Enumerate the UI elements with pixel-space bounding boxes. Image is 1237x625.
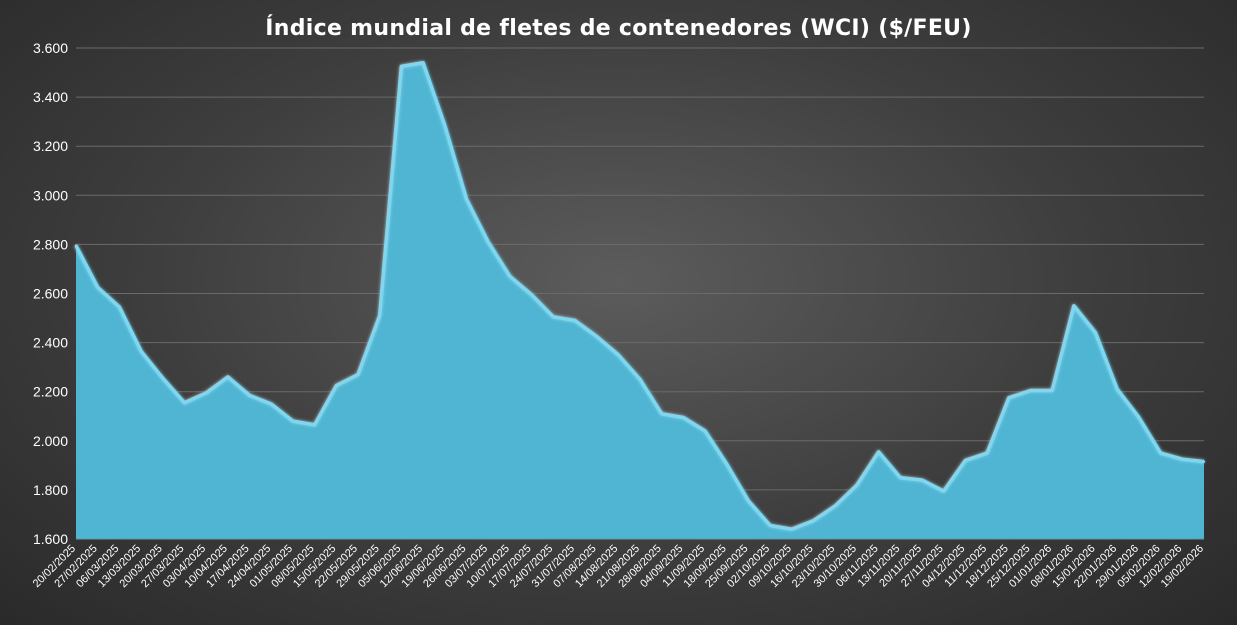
data-point: [660, 412, 663, 415]
data-point: [443, 124, 446, 127]
series-area: [76, 62, 1204, 539]
y-tick-label: 2.600: [33, 286, 68, 302]
data-point: [1202, 460, 1206, 463]
y-tick-label: 1.600: [33, 531, 68, 547]
data-point: [226, 375, 230, 379]
data-point: [465, 197, 468, 201]
data-point: [248, 394, 251, 397]
data-point: [1137, 416, 1141, 419]
data-point: [552, 315, 555, 319]
y-tick-label: 3.200: [33, 138, 68, 154]
data-point: [335, 384, 338, 387]
data-point: [356, 373, 360, 376]
y-tick-label: 2.400: [33, 335, 68, 351]
data-point: [573, 319, 577, 322]
data-point: [920, 478, 924, 482]
data-point: [400, 65, 403, 68]
data-point: [617, 353, 620, 357]
data-point: [1181, 458, 1184, 461]
data-point: [942, 489, 945, 493]
data-point: [161, 377, 164, 380]
y-tick-label: 3.600: [33, 40, 68, 56]
data-point: [725, 462, 728, 466]
data-point: [74, 244, 78, 247]
data-point: [1116, 388, 1119, 391]
data-point: [1159, 451, 1162, 455]
data-point: [204, 391, 208, 395]
data-point: [768, 524, 772, 527]
data-point: [1007, 396, 1010, 400]
data-point: [1050, 389, 1054, 392]
data-point: [118, 305, 121, 309]
data-point: [421, 61, 425, 64]
data-point: [486, 240, 490, 244]
data-point: [313, 423, 316, 427]
data-point: [1029, 389, 1032, 392]
data-point: [834, 504, 837, 508]
data-point: [1072, 304, 1076, 307]
data-point: [291, 419, 295, 423]
y-tick-label: 2.000: [33, 433, 68, 449]
data-point: [747, 499, 750, 503]
y-tick-label: 3.000: [33, 187, 68, 203]
data-point: [812, 519, 815, 522]
data-point: [855, 483, 859, 487]
data-point: [682, 416, 685, 419]
chart-title: Índice mundial de fletes de contenedores…: [265, 16, 972, 41]
y-tick-label: 3.400: [33, 89, 68, 105]
data-point: [899, 476, 902, 479]
data-point: [530, 293, 533, 296]
data-point: [595, 335, 598, 338]
data-point: [638, 378, 642, 381]
data-point: [964, 459, 967, 462]
data-point: [378, 314, 381, 317]
data-point: [139, 349, 143, 353]
data-point: [508, 275, 512, 278]
y-tick-label: 2.800: [33, 236, 68, 252]
data-point: [270, 402, 273, 406]
data-point: [985, 451, 989, 455]
y-tick-label: 1.800: [33, 482, 68, 498]
data-point: [790, 527, 794, 531]
data-point: [96, 286, 99, 289]
data-point: [1094, 331, 1097, 334]
data-point: [877, 450, 880, 454]
y-tick-label: 2.200: [33, 384, 68, 400]
data-point: [703, 429, 707, 433]
data-point: [183, 401, 186, 404]
